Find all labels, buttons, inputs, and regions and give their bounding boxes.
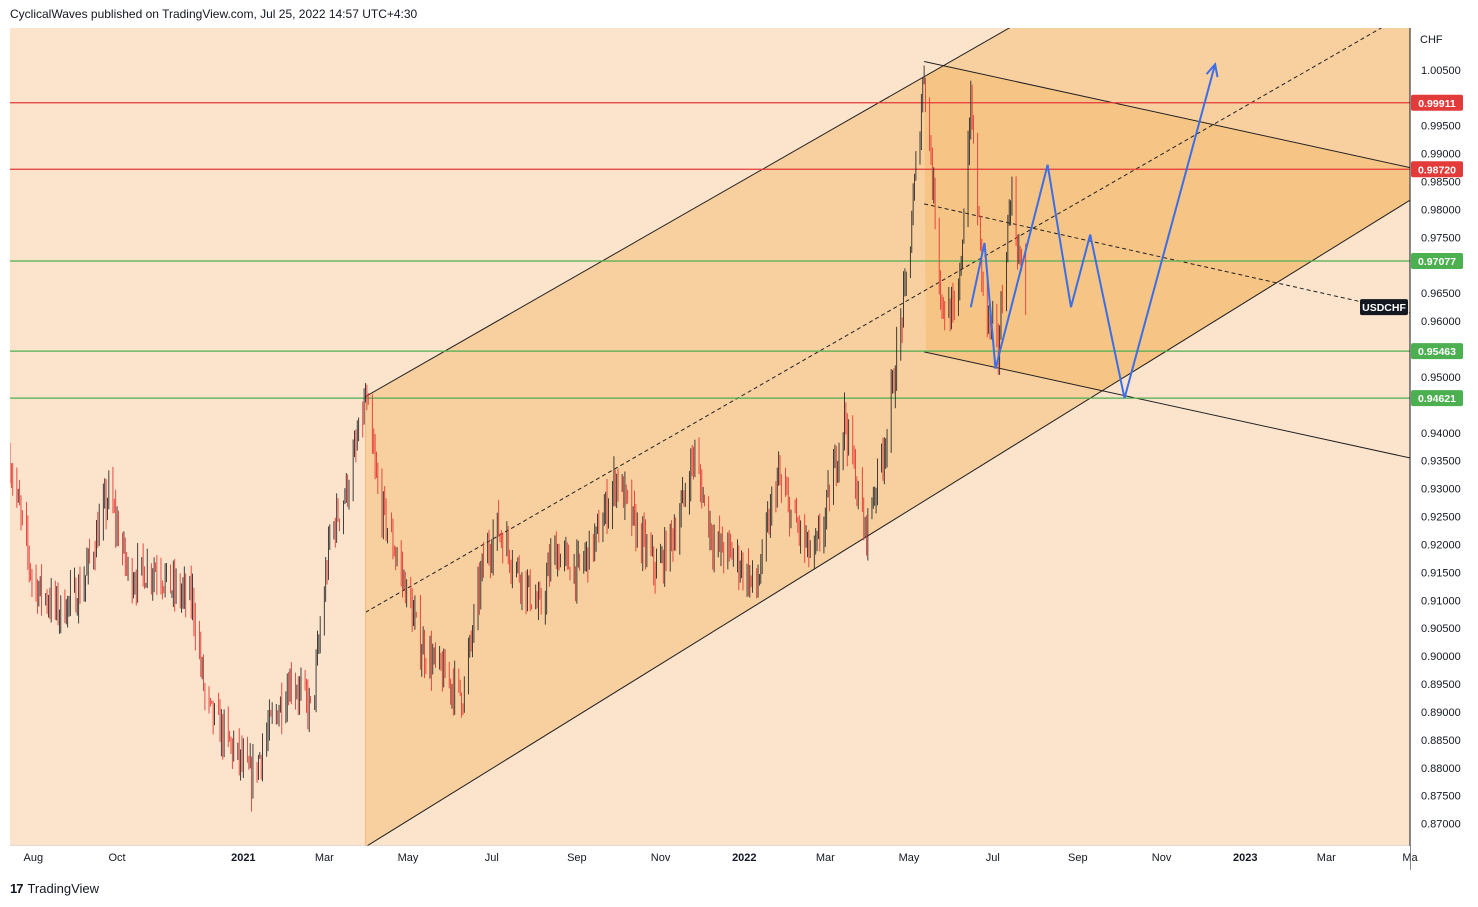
- level-badge-label: 0.94621: [1418, 393, 1456, 405]
- y-tick-label: 0.87500: [1421, 791, 1461, 803]
- x-axis-area[interactable]: [10, 846, 1410, 870]
- y-tick-label: 0.90500: [1421, 623, 1461, 635]
- x-tick-label: Mar: [315, 852, 334, 864]
- level-badge-label: 0.98720: [1418, 164, 1456, 176]
- y-tick-label: 1.00500: [1421, 65, 1461, 77]
- symbol-tag[interactable]: [1360, 299, 1408, 316]
- wedge-lower-line[interactable]: [924, 351, 1410, 459]
- forecast-arrow-head-icon: [1205, 62, 1219, 78]
- plot-area[interactable]: [10, 0, 1410, 847]
- y-tick-label: 0.98000: [1421, 204, 1461, 216]
- level-badges: 0.99911 0.98720 0.97077 0.95463 0.94621 USDCH…: [1360, 94, 1463, 407]
- footer-brand[interactable]: 17 TradingView: [10, 881, 99, 896]
- x-tick-label: Nov: [1152, 852, 1172, 864]
- x-tick-label: Oct: [108, 852, 125, 864]
- y-tick-label: 0.93500: [1421, 456, 1461, 468]
- y-tick-label: 0.89000: [1421, 707, 1461, 719]
- level-badge: [1411, 161, 1463, 178]
- symbol-tag-label: USDCHF: [1362, 302, 1406, 314]
- y-tick-label: 0.99000: [1421, 149, 1461, 161]
- y-tick-label: 0.88000: [1421, 763, 1461, 775]
- x-tick-label: Jul: [986, 852, 1000, 864]
- wedge-upper-line[interactable]: [924, 61, 1410, 169]
- x-axis[interactable]: Aug Oct 2021 Mar May Jul Sep Nov 2022 Mar May Jul Se…: [24, 852, 1419, 864]
- y-tick-label: 0.93000: [1421, 484, 1461, 496]
- channel-mid-line[interactable]: [365, 11, 1410, 613]
- y-tick-label: 0.90000: [1421, 651, 1461, 663]
- level-badge: [1411, 343, 1463, 360]
- level-badge-label: 0.95463: [1418, 346, 1456, 358]
- level-badge-label: 0.97077: [1418, 256, 1456, 268]
- y-tick-label: 0.95000: [1421, 372, 1461, 384]
- x-tick-label: 2022: [732, 852, 756, 864]
- x-tick-label: Sep: [1068, 852, 1088, 864]
- candles[interactable]: [10, 65, 1027, 812]
- level-badge: [1411, 390, 1463, 407]
- x-tick-label: 2023: [1233, 852, 1257, 864]
- y-tick-label: 0.99500: [1421, 121, 1461, 133]
- level-badge: [1411, 253, 1463, 270]
- level-badge: [1411, 94, 1463, 111]
- y-tick-label: 0.97500: [1421, 232, 1461, 244]
- y-tick-label: 0.87000: [1421, 819, 1461, 831]
- wedge-fill: [924, 65, 1410, 391]
- x-tick-label: May: [899, 852, 920, 864]
- publish-header: CyclicalWaves published on TradingView.c…: [10, 7, 418, 21]
- brand-name: TradingView: [27, 881, 100, 896]
- tradingview-logo-icon: 17: [10, 881, 24, 896]
- x-tick-label: May: [398, 852, 419, 864]
- x-tick-label: 2021: [231, 852, 255, 864]
- y-tick-label: 0.96000: [1421, 316, 1461, 328]
- y-tick-label: 0.98500: [1421, 177, 1461, 189]
- y-tick-label: 0.96500: [1421, 288, 1461, 300]
- y-tick-label: 0.92000: [1421, 539, 1461, 551]
- x-tick-label: Nov: [651, 852, 671, 864]
- y-tick-label: 0.91000: [1421, 595, 1461, 607]
- x-tick-label: Sep: [567, 852, 587, 864]
- channel-upper-line[interactable]: [365, 0, 1410, 397]
- y-tick-label: 0.88500: [1421, 735, 1461, 747]
- forecast-path[interactable]: [969, 64, 1217, 399]
- y-axis[interactable]: 1.00500 0.99500 0.99000 0.98500 0.98000 0.975…: [1421, 65, 1461, 831]
- y-tick-label: 0.92500: [1421, 512, 1461, 524]
- y-tick-label: 0.91500: [1421, 567, 1461, 579]
- level-badge-label: 0.99911: [1418, 98, 1456, 110]
- x-tick-label: Mar: [816, 852, 835, 864]
- wedge-mid-line[interactable]: [924, 203, 1410, 314]
- y-tick-label: 0.89500: [1421, 679, 1461, 691]
- x-tick-label: Aug: [24, 852, 44, 864]
- x-tick-label: Ma: [1402, 852, 1418, 864]
- x-tick-label: Mar: [1317, 852, 1336, 864]
- x-tick-label: Jul: [485, 852, 499, 864]
- currency-label: CHF: [1420, 34, 1443, 46]
- y-tick-label: 0.94000: [1421, 428, 1461, 440]
- channel-lower-line[interactable]: [365, 199, 1410, 847]
